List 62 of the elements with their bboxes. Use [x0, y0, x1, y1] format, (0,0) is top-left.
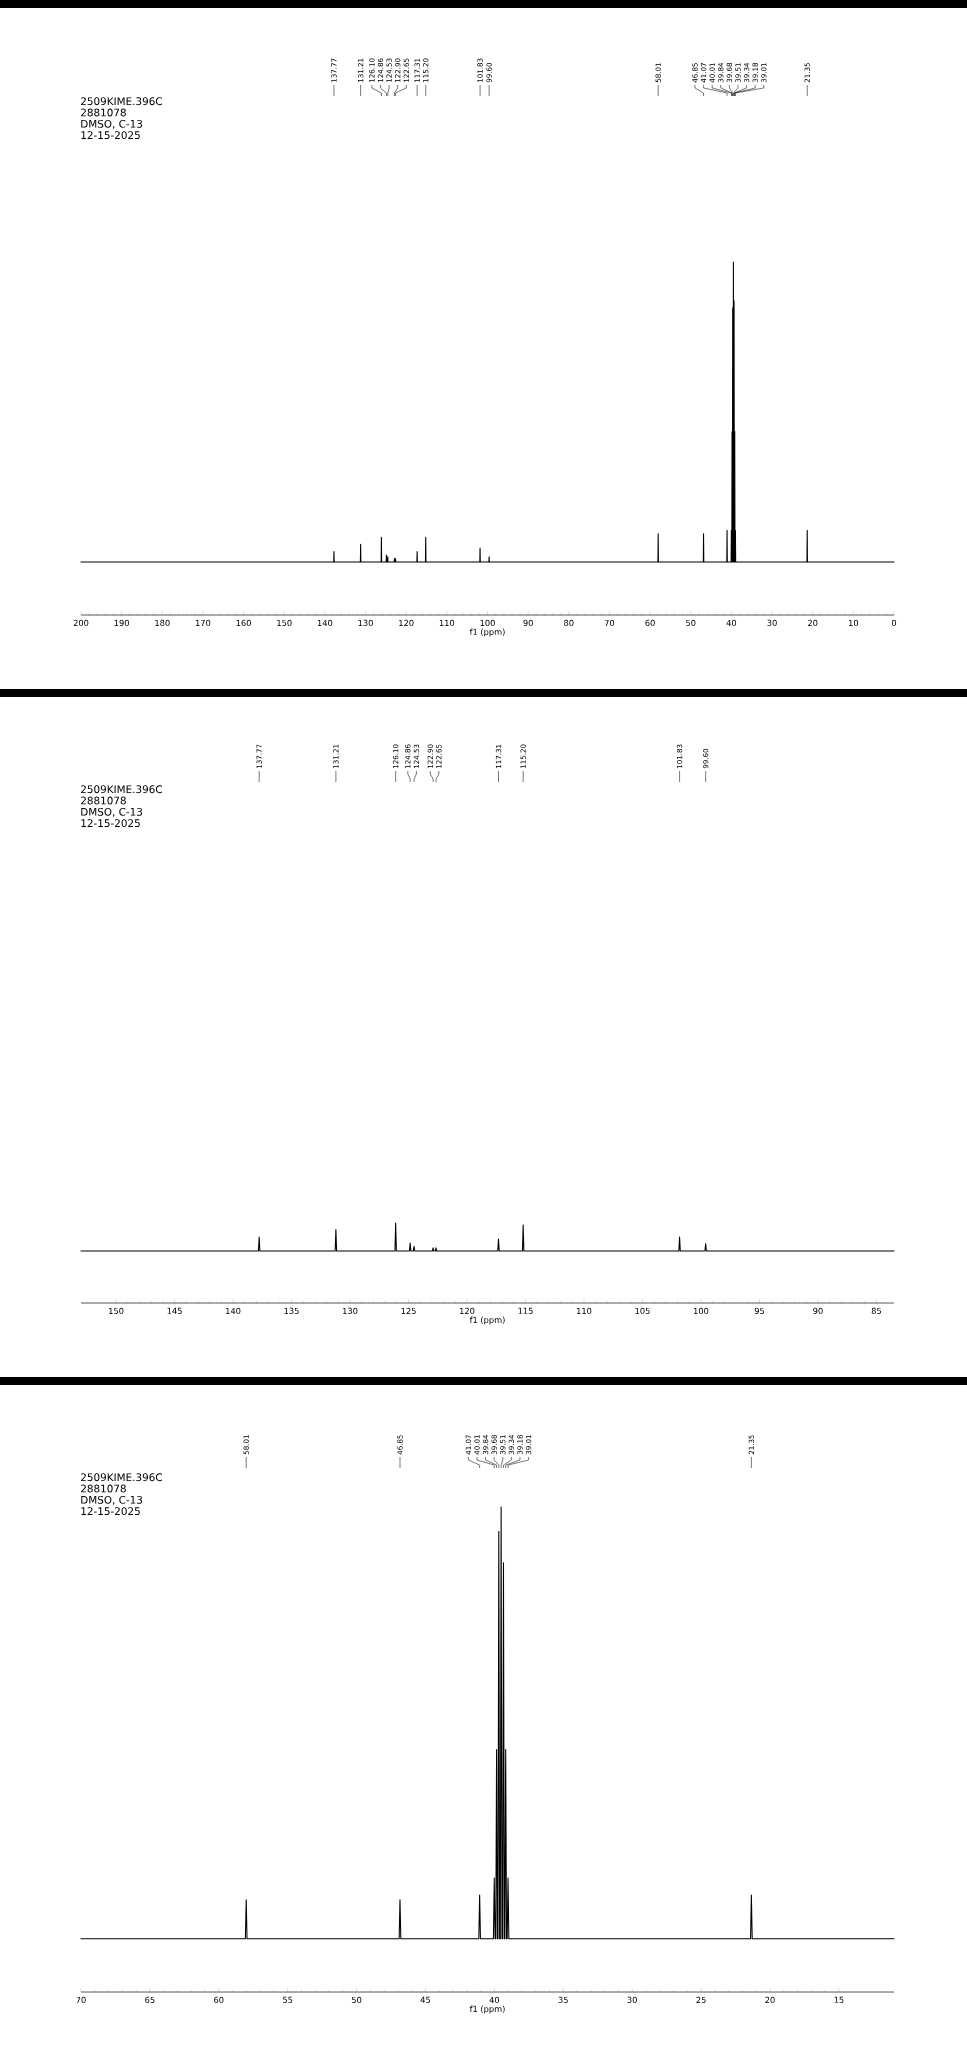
x-tick-label: 65	[145, 1996, 155, 2004]
x-tick-label: 70	[76, 1996, 86, 2004]
x-tick-label: 10	[848, 619, 859, 627]
x-tick-label: 120	[460, 1307, 475, 1315]
x-tick-label: 150	[109, 1307, 124, 1315]
text: DMSO, C-13	[81, 119, 143, 129]
x-tick-label: 85	[871, 1307, 881, 1315]
x-tick-label: 115	[518, 1307, 533, 1314]
x-axis-title: f1 (ppm)	[469, 1316, 505, 1325]
x-tick-label: 25	[696, 1996, 706, 2004]
x-axis-title: f1 (ppm)	[469, 628, 505, 637]
x-tick-label: 110	[439, 619, 455, 627]
x-tick-label: 130	[343, 1307, 358, 1315]
x-tick-label: 200	[73, 619, 89, 627]
x-tick-label: 145	[167, 1307, 182, 1314]
x-tick-label: 40	[726, 619, 737, 627]
text: 2509KIME.396C	[81, 785, 163, 794]
annotation: 12-15-2025	[81, 1507, 140, 1516]
x-tick-label: 190	[114, 619, 129, 627]
x-tick-label: 125	[401, 1307, 416, 1315]
x-tick-label: 70	[604, 619, 615, 627]
text: 2881078	[81, 796, 126, 805]
x-tick-label: 130	[358, 619, 373, 627]
text: 2509KIME.396C	[81, 97, 163, 106]
x-tick-label: 90	[813, 1307, 823, 1315]
x-tick-label: 20	[808, 619, 818, 627]
x-tick-label: 0	[891, 619, 897, 627]
x-tick-label: 15	[834, 1996, 844, 2003]
x-tick-label: 160	[236, 619, 251, 627]
x-tick-label: 120	[399, 619, 414, 627]
x-tick-label: 40	[489, 1996, 500, 2004]
x-tick-label: 45	[420, 1996, 431, 2003]
x-tick-label: 140	[317, 619, 333, 627]
text: 2881078	[81, 108, 126, 117]
x-tick-label: 100	[480, 619, 495, 627]
text: 12-15-2025	[81, 819, 140, 828]
x-tick-label: 135	[284, 1307, 299, 1315]
x-tick-label: 180	[155, 619, 170, 627]
x-tick-label: 100	[693, 1307, 709, 1315]
text: 2509KIME.396C	[81, 1473, 163, 1482]
x-tick-label: 150	[277, 619, 292, 627]
x-tick-label: 30	[767, 619, 777, 627]
x-tick-label: 60	[645, 619, 655, 627]
text: DMSO, C-13	[81, 1495, 143, 1505]
x-tick-label: 60	[214, 1996, 224, 2004]
x-tick-label: 95	[754, 1307, 765, 1315]
x-tick-label: 170	[195, 619, 211, 627]
x-tick-label: 140	[226, 1307, 241, 1315]
x-tick-label: 50	[686, 619, 696, 627]
x-tick-label: 20	[765, 1996, 775, 2004]
x-tick-label: 55	[283, 1996, 293, 2003]
x-axis-title: f1 (ppm)	[469, 2005, 505, 2014]
x-tick-label: 105	[635, 1307, 650, 1315]
text: DMSO, C-13	[81, 807, 143, 817]
x-tick-label: 90	[523, 619, 533, 627]
x-tick-label: 35	[558, 1996, 568, 2004]
x-tick-label: 50	[351, 1996, 362, 2004]
x-tick-label: 30	[627, 1996, 637, 2004]
text: 12-15-2025	[81, 131, 140, 140]
text: 2881078	[81, 1484, 126, 1493]
x-tick-label: 110	[577, 1307, 592, 1315]
x-tick-label: 80	[564, 619, 574, 627]
